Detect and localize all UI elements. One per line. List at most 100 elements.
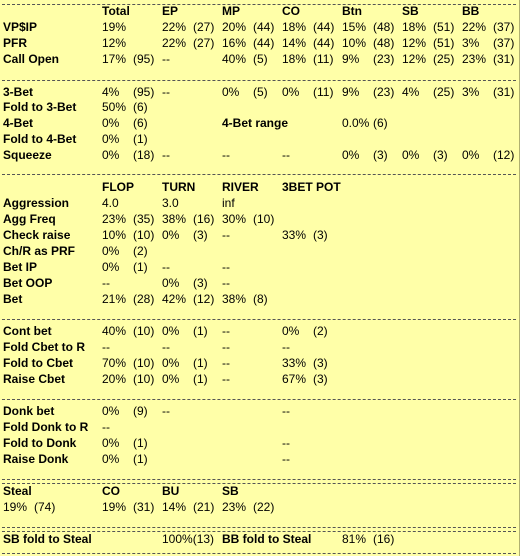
stat-value: (1): [133, 132, 148, 146]
stat-value: 12%: [402, 36, 427, 50]
stat-value: (1): [193, 356, 208, 370]
stat-value: (5): [253, 85, 268, 99]
stat-value: --: [102, 420, 110, 434]
stat-value: --: [282, 436, 290, 450]
section-divider: [2, 399, 516, 400]
label-raise-cbet: Raise Cbet: [3, 372, 66, 386]
label-ch-r-as-prf: Ch/R as PRF: [3, 244, 76, 258]
stat-value: (8): [253, 292, 268, 306]
label-bb-fold-to-steal: BB fold to Steal: [222, 532, 312, 546]
label-bu: BU: [162, 484, 180, 498]
label-squeeze: Squeeze: [3, 148, 52, 162]
stat-value: (2): [133, 244, 148, 258]
stat-value: 0%: [102, 436, 120, 450]
stat-value: --: [282, 452, 290, 466]
stat-value: (10): [253, 212, 275, 226]
stat-value: (18): [133, 148, 155, 162]
stat-value: 12%: [402, 52, 427, 66]
stat-value: (31): [493, 85, 515, 99]
stat-value: (25): [433, 85, 455, 99]
stat-value: 30%: [222, 212, 247, 226]
stat-value: 0%: [162, 372, 180, 386]
label-total: Total: [102, 4, 130, 18]
stat-value: (27): [193, 20, 215, 34]
section-divider: [2, 553, 516, 554]
label-vp-ip: VP$IP: [3, 20, 38, 34]
stat-value: (44): [313, 20, 335, 34]
label-4-bet: 4-Bet: [3, 116, 34, 130]
section-divider: [2, 483, 516, 484]
stat-value: 33%: [282, 356, 307, 370]
stat-value: (1): [133, 260, 148, 274]
stat-value: (1): [193, 372, 208, 386]
stat-value: 0%: [162, 228, 180, 242]
stat-value: (44): [313, 36, 335, 50]
stat-value: (23): [373, 85, 395, 99]
stat-value: 23%: [102, 212, 127, 226]
stat-value: 4%: [102, 85, 120, 99]
stat-value: 16%: [222, 36, 247, 50]
stat-value: (2): [313, 324, 328, 338]
stat-value: 19%: [3, 500, 28, 514]
stat-value: 15%: [342, 20, 367, 34]
stat-value: 4%: [402, 85, 420, 99]
stat-value: 0%: [342, 148, 360, 162]
label-fold-donk-to-r: Fold Donk to R: [3, 420, 89, 434]
stat-value: 3%: [462, 36, 480, 50]
stat-value: --: [282, 148, 290, 162]
stat-value: (22): [253, 500, 275, 514]
stat-value: 0%: [162, 276, 180, 290]
stat-value: 33%: [282, 228, 307, 242]
label-cont-bet: Cont bet: [3, 324, 52, 338]
stat-value: (3): [193, 276, 208, 290]
stat-value: 3.0: [162, 196, 179, 210]
stat-value: 22%: [162, 20, 187, 34]
stat-value: --: [222, 340, 230, 354]
label-3-bet: 3-Bet: [3, 85, 34, 99]
label-bet-oop: Bet OOP: [3, 276, 53, 290]
label-fold-to-donk: Fold to Donk: [3, 436, 77, 450]
stat-value: (9): [133, 404, 148, 418]
stat-value: (16): [373, 532, 395, 546]
stat-value: (11): [313, 85, 334, 99]
stat-value: (44): [253, 20, 275, 34]
stat-value: --: [222, 372, 230, 386]
stat-value: (95): [133, 85, 155, 99]
stat-value: 19%: [102, 500, 127, 514]
label-4-bet-range: 4-Bet range: [222, 116, 289, 130]
section-divider: [2, 527, 516, 528]
stat-value: (48): [373, 20, 395, 34]
label-agg-freq: Agg Freq: [3, 212, 56, 226]
label-raise-donk: Raise Donk: [3, 452, 69, 466]
stat-value: 38%: [162, 212, 187, 226]
stat-value: --: [162, 260, 170, 274]
stat-value: (12): [193, 292, 215, 306]
stat-value: 42%: [162, 292, 187, 306]
stat-value: --: [222, 276, 230, 290]
stat-value: (16): [193, 212, 215, 226]
label-fold-to-3-bet: Fold to 3-Bet: [3, 100, 77, 114]
stat-value: (74): [34, 500, 56, 514]
label-3bet-pot: 3BET POT: [282, 180, 341, 194]
label-fold-to-4-bet: Fold to 4-Bet: [3, 132, 77, 146]
section-divider: [2, 319, 516, 320]
stat-value: --: [222, 148, 230, 162]
stat-value: (6): [373, 116, 388, 130]
stat-value: (23): [373, 52, 395, 66]
stat-value: (1): [133, 436, 148, 450]
stat-value: (6): [133, 100, 148, 114]
stat-value: 50%: [102, 100, 127, 114]
section-divider: [2, 531, 516, 532]
stat-value: (95): [133, 52, 155, 66]
stat-value: 18%: [282, 20, 307, 34]
section-divider: [2, 4, 516, 5]
stat-value: (3): [313, 372, 328, 386]
stat-value: (12): [493, 148, 515, 162]
label-fold-to-cbet: Fold to Cbet: [3, 356, 73, 370]
label-aggression: Aggression: [3, 196, 70, 210]
stat-value: 3%: [462, 85, 480, 99]
stat-value: (10): [133, 356, 155, 370]
stat-value: (3): [373, 148, 388, 162]
stat-value: 21%: [102, 292, 127, 306]
stat-value: (31): [133, 500, 155, 514]
